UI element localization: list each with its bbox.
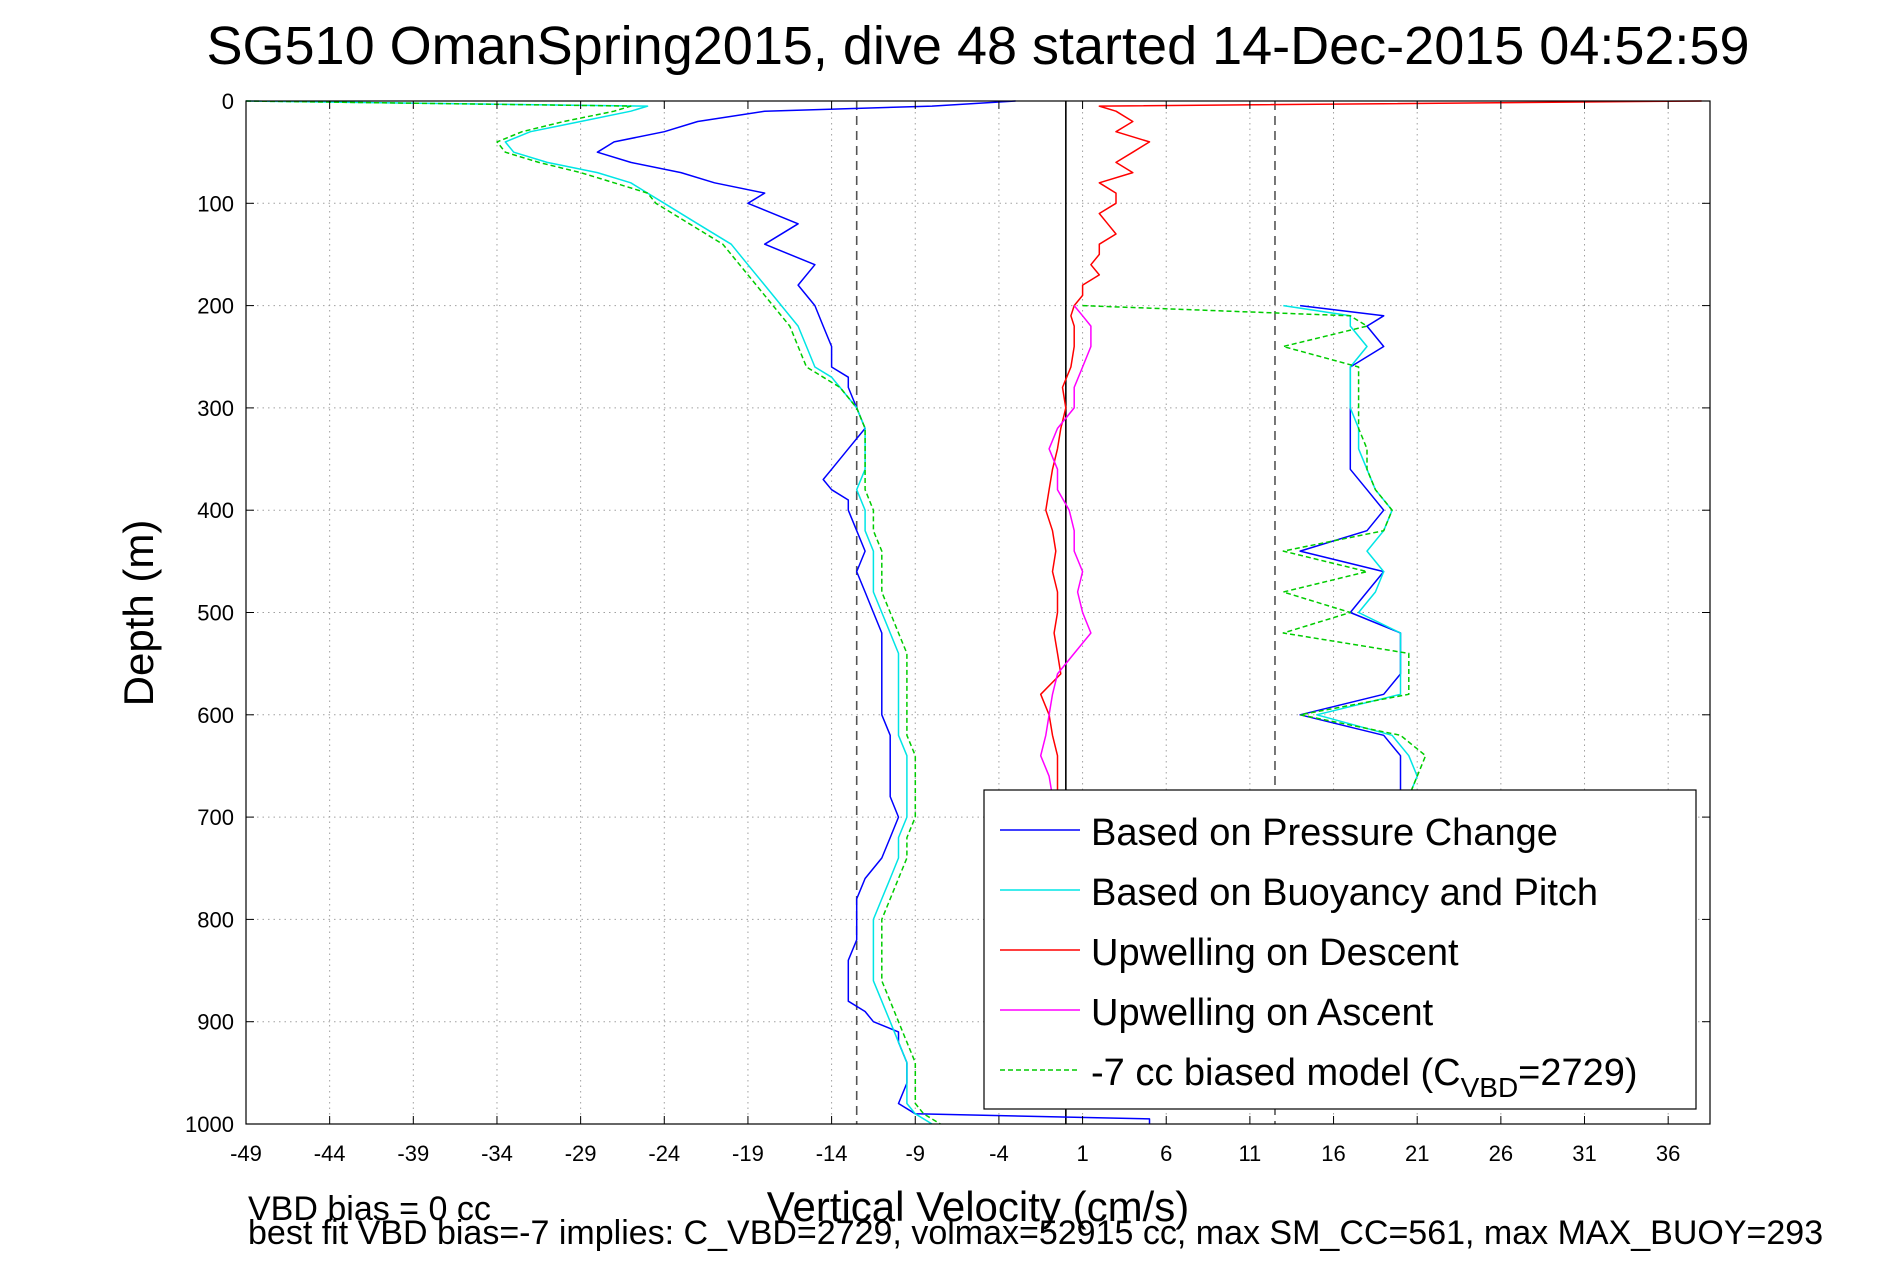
footnote-vbd-bias: VBD bias = 0 cc [248,1190,491,1228]
chart-title: SG510 OmanSpring2015, dive 48 started 14… [206,16,1749,76]
y-tick-label-8: 800 [197,907,234,932]
x-tick-label-17: 36 [1656,1141,1680,1166]
y-tick-label-4: 400 [197,498,234,523]
x-tick-label-16: 31 [1572,1141,1596,1166]
series-line-1 [245,100,933,1125]
series-line-0 [596,100,1151,1124]
legend-box [983,789,1697,1110]
x-tick-label-15: 26 [1489,1141,1513,1166]
x-tick-label-2: -39 [397,1141,429,1166]
y-tick-label-9: 900 [197,1010,234,1035]
y-tick-label-5: 500 [197,601,234,626]
series-line-3 [1039,305,1092,797]
y-axis: 0 100 200 300 400 500 600 700 800 900 1000 [185,89,1710,1137]
legend: Based on Pressure Change Based on Buoyanc… [983,789,1697,1110]
x-tick-label-1: -44 [314,1141,346,1166]
x-tick-label-7: -14 [816,1141,848,1166]
series-line-2 [1039,100,1702,797]
series-line-6 [1283,304,1418,797]
footnote-best-fit: best fit VBD bias=-7 implies: C_VBD=2729… [248,1214,1824,1252]
x-tick-label-12: 11 [1238,1141,1261,1166]
x-tick-label-3: -34 [481,1141,513,1166]
y-tick-label-10: 1000 [185,1112,234,1137]
x-tick-label-6: -19 [732,1141,764,1166]
y-tick-label-0: 0 [222,89,234,114]
x-axis-label: Vertical Velocity (cm/s) [767,1183,1189,1230]
x-tick-label-8: -9 [905,1141,925,1166]
y-tick-label-1: 100 [197,191,234,216]
x-tick-label-9: -4 [989,1141,1009,1166]
x-tick-label-10: 1 [1076,1141,1088,1166]
series-layer [245,100,1702,1125]
series-line-7 [1082,304,1427,797]
legend-label-0: Based on Pressure Change [1091,812,1558,854]
y-tick-label-2: 200 [197,294,234,319]
y-tick-label-6: 600 [197,703,234,728]
y-tick-label-7: 700 [197,805,234,830]
legend-label-2: Upwelling on Descent [1091,932,1459,974]
x-tick-label-13: 16 [1321,1141,1345,1166]
y-axis-label: Depth (m) [115,520,162,707]
x-tick-label-4: -29 [565,1141,597,1166]
legend-label-3: Upwelling on Ascent [1091,992,1434,1034]
x-tick-label-5: -24 [648,1141,680,1166]
x-tick-label-11: 6 [1160,1141,1172,1166]
y-tick-label-3: 300 [197,396,234,421]
legend-label-1: Based on Buoyancy and Pitch [1091,872,1598,914]
series-line-4 [245,100,941,1125]
x-tick-label-14: 21 [1405,1141,1429,1166]
x-axis: -49 -44 -39 -34 -29 -24 -19 -14 -9 -4 1 6 11 16 21 26 31… [230,101,1680,1166]
x-tick-label-0: -49 [230,1141,262,1166]
